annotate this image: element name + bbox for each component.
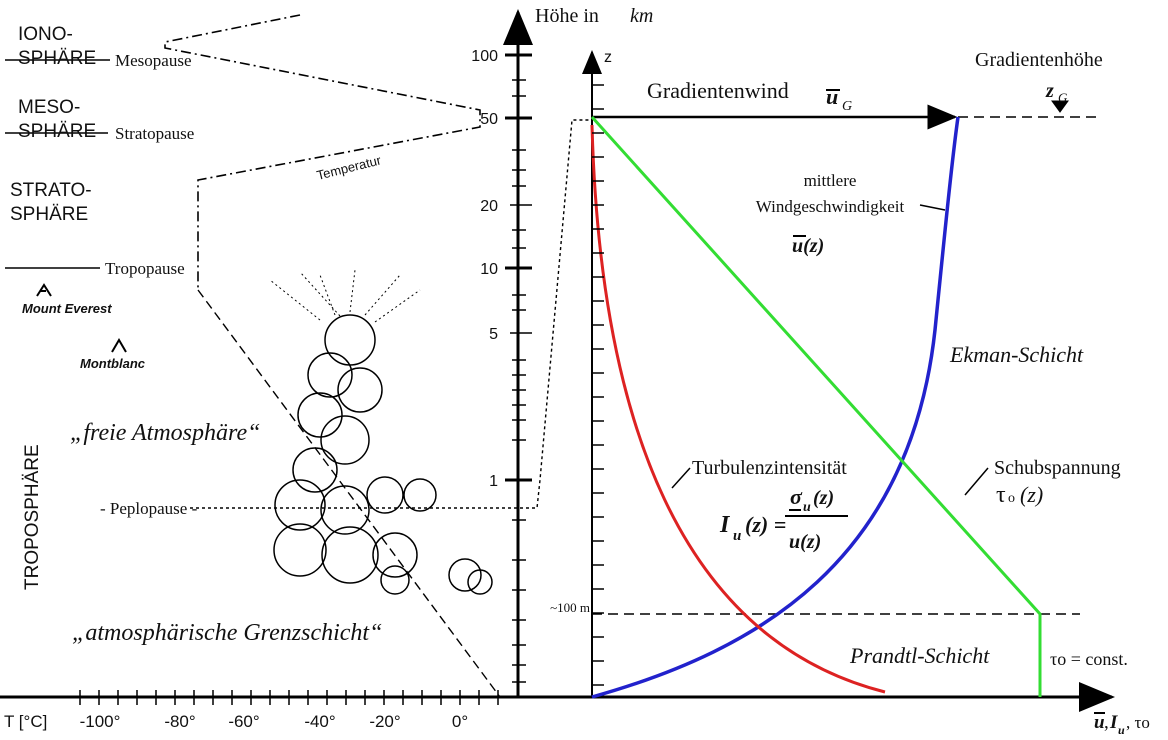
tick-label: -40° (304, 712, 335, 731)
tick-label: -100° (80, 712, 121, 731)
label: τ (996, 482, 1006, 508)
layer-name: SPHÄRE (10, 204, 88, 225)
ticks (79, 53, 604, 705)
boundary: Stratopause (115, 124, 194, 143)
tick-label: 10 (480, 261, 498, 278)
label: Gradientenwind (647, 78, 789, 103)
label: u (1094, 712, 1105, 733)
label: u (1118, 723, 1125, 737)
tick-label: 20 (480, 198, 498, 215)
boundary: Mesopause (115, 51, 191, 70)
label: (z) = (745, 512, 786, 537)
layer-name: SPHÄRE (18, 121, 96, 142)
label: u (733, 528, 741, 544)
label: G (842, 99, 852, 114)
label: „freie Atmosphäre“ (70, 420, 260, 446)
tick-label: 100 (471, 48, 498, 65)
tick-label: 1 (489, 473, 498, 490)
label: „atmosphärische Grenzschicht“ (72, 620, 382, 646)
tick-label: -20° (369, 712, 400, 731)
label: o (1008, 491, 1015, 506)
layout (0, 9, 1115, 714)
label: z (1045, 80, 1054, 102)
tick-label: -80° (164, 712, 195, 731)
tick-label: 0° (452, 712, 468, 731)
label: Höhe in (535, 5, 599, 27)
label: u (826, 84, 838, 109)
label: z (604, 49, 612, 66)
label: km (630, 5, 653, 27)
label: (z) (813, 487, 834, 509)
label: u (803, 500, 811, 515)
label: , (1104, 712, 1109, 733)
label: mittlere (804, 171, 857, 190)
label: Prandtl-Schicht (849, 643, 990, 668)
layer-name: STRATO- (10, 180, 92, 201)
label: Windgeschwindigkeit (756, 197, 905, 216)
label: u(z) (792, 235, 824, 257)
label: Temperatur (315, 152, 383, 183)
label: τo = const. (1050, 649, 1128, 669)
label: Turbulenzintensität (692, 457, 847, 479)
label: Schubspannung (994, 457, 1121, 479)
tick-label: 5 (489, 326, 498, 343)
marker: ~100 m (550, 600, 590, 615)
layer-name: TROPOSPHÄRE (22, 444, 43, 590)
mountain: Mount Everest (22, 301, 112, 316)
label: I (1109, 712, 1118, 733)
label: I (719, 512, 731, 538)
label: Ekman-Schicht (949, 342, 1084, 367)
label: σ (790, 484, 803, 509)
label: (z) (1020, 482, 1043, 507)
layer-name: MESO- (18, 97, 80, 118)
tick-label: -60° (228, 712, 259, 731)
label: G (1058, 90, 1068, 105)
mountain: Montblanc (80, 356, 146, 371)
label: , τo (1126, 713, 1150, 732)
label: u(z) (789, 531, 821, 553)
boundary: - Peplopause - (100, 499, 198, 518)
layer-name: IONO- (18, 24, 73, 45)
label: Gradientenhöhe (975, 49, 1103, 71)
tick-label: 50 (480, 111, 498, 128)
axis-title: T [°C] (4, 712, 47, 731)
boundary: Tropopause (105, 259, 185, 278)
labels: IONO- SPHÄRE MESO- SPHÄRE STRATO- SPHÄRE TROPO… (4, 5, 1150, 737)
layer-name: SPHÄRE (18, 48, 96, 69)
